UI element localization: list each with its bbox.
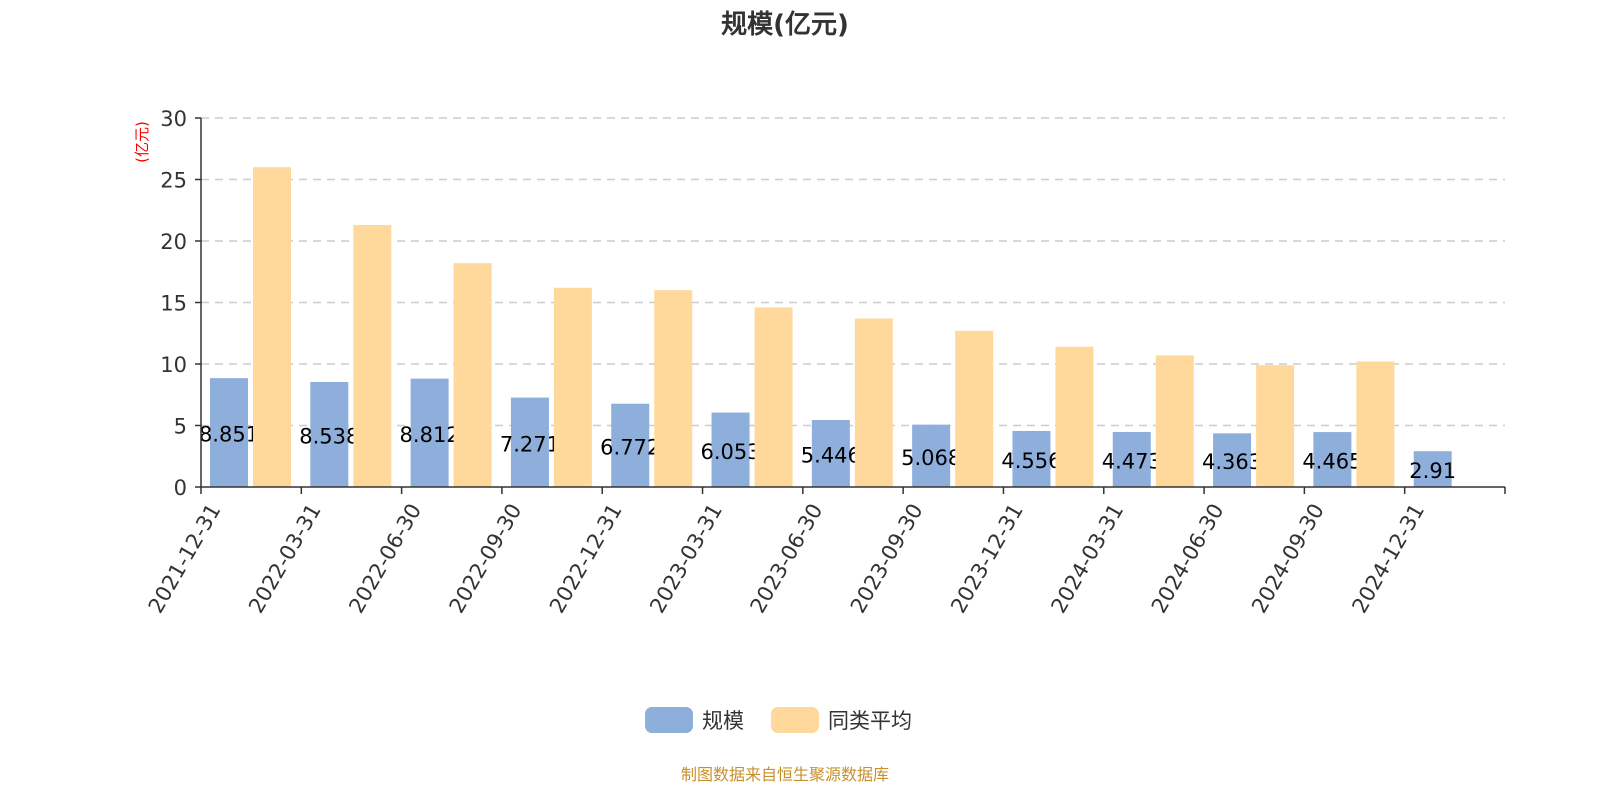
bar-scale bbox=[811, 420, 850, 487]
bar-average bbox=[754, 307, 793, 487]
y-axis-label: (亿元) bbox=[133, 121, 151, 163]
legend-swatch-scale[interactable] bbox=[645, 707, 693, 733]
x-tick-label: 2024-12-31 bbox=[1347, 500, 1429, 618]
legend-label-scale[interactable]: 规模 bbox=[702, 709, 744, 733]
data-label-scale: 5.446 bbox=[801, 444, 861, 468]
data-label-scale: 4.363 bbox=[1202, 450, 1262, 474]
x-tick-label: 2024-09-30 bbox=[1247, 500, 1329, 618]
bar-scale bbox=[1012, 430, 1051, 487]
bar-average bbox=[1356, 361, 1395, 487]
y-tick-label: 5 bbox=[174, 415, 187, 439]
x-tick-label: 2022-09-30 bbox=[445, 500, 527, 618]
bar-scale bbox=[210, 378, 248, 487]
bar-average bbox=[353, 225, 392, 487]
y-tick-label: 25 bbox=[160, 169, 187, 193]
x-tick-label: 2023-12-31 bbox=[946, 500, 1028, 618]
bar-scale bbox=[1313, 432, 1352, 487]
x-tick-label: 2023-09-30 bbox=[846, 500, 928, 618]
x-tick-label: 2023-03-31 bbox=[645, 500, 727, 618]
data-label-scale: 8.812 bbox=[400, 423, 460, 447]
x-tick-label: 2021-12-31 bbox=[144, 500, 226, 618]
bar-scale bbox=[310, 381, 349, 487]
bar-average bbox=[553, 287, 592, 487]
bar-average bbox=[453, 263, 492, 487]
bar-average bbox=[1155, 355, 1194, 487]
y-tick-label: 15 bbox=[160, 292, 187, 316]
data-label-scale: 2.91 bbox=[1409, 459, 1456, 483]
bar-average bbox=[253, 167, 291, 487]
bar-average bbox=[955, 330, 994, 487]
data-label-scale: 4.473 bbox=[1102, 449, 1162, 473]
bar-scale bbox=[611, 403, 650, 487]
bar-scale bbox=[1112, 431, 1151, 487]
legend-label-average[interactable]: 同类平均 bbox=[828, 709, 912, 733]
y-tick-label: 10 bbox=[160, 353, 187, 377]
x-tick-label: 2022-12-31 bbox=[545, 500, 627, 618]
y-tick-label: 20 bbox=[160, 230, 187, 254]
x-tick-label: 2023-06-30 bbox=[746, 500, 828, 618]
bar-scale bbox=[510, 397, 549, 487]
bar-scale bbox=[711, 412, 750, 487]
data-label-scale: 8.851 bbox=[199, 423, 259, 447]
y-tick-label: 30 bbox=[160, 107, 187, 131]
bar-average bbox=[854, 318, 893, 487]
data-label-scale: 7.271 bbox=[500, 432, 560, 456]
legend: 规模 同类平均 bbox=[645, 707, 912, 733]
bar-average bbox=[1256, 365, 1295, 487]
data-label-scale: 6.772 bbox=[600, 435, 660, 459]
bar-average bbox=[1055, 346, 1094, 487]
bar-average bbox=[654, 290, 693, 487]
x-tick-label: 2022-06-30 bbox=[344, 500, 426, 618]
x-tick-label: 2022-03-31 bbox=[244, 500, 326, 618]
data-label-scale: 4.465 bbox=[1302, 450, 1362, 474]
y-tick-label: 0 bbox=[174, 476, 187, 500]
bar-scale bbox=[1413, 451, 1452, 487]
data-label-scale: 5.068 bbox=[901, 446, 961, 470]
bar-scale bbox=[410, 378, 449, 487]
data-label-scale: 4.556 bbox=[1001, 449, 1061, 473]
bar-scale bbox=[912, 424, 951, 487]
bar-scale bbox=[1213, 433, 1252, 487]
x-tick-label: 2024-03-31 bbox=[1046, 500, 1128, 618]
chart-title: 规模(亿元) bbox=[721, 10, 849, 40]
x-tick-label: 2024-06-30 bbox=[1147, 500, 1229, 618]
footer-source: 制图数据来自恒生聚源数据库 bbox=[681, 765, 889, 784]
data-label-scale: 8.538 bbox=[299, 424, 359, 448]
legend-swatch-average[interactable] bbox=[771, 707, 819, 733]
data-label-scale: 6.053 bbox=[700, 440, 760, 464]
